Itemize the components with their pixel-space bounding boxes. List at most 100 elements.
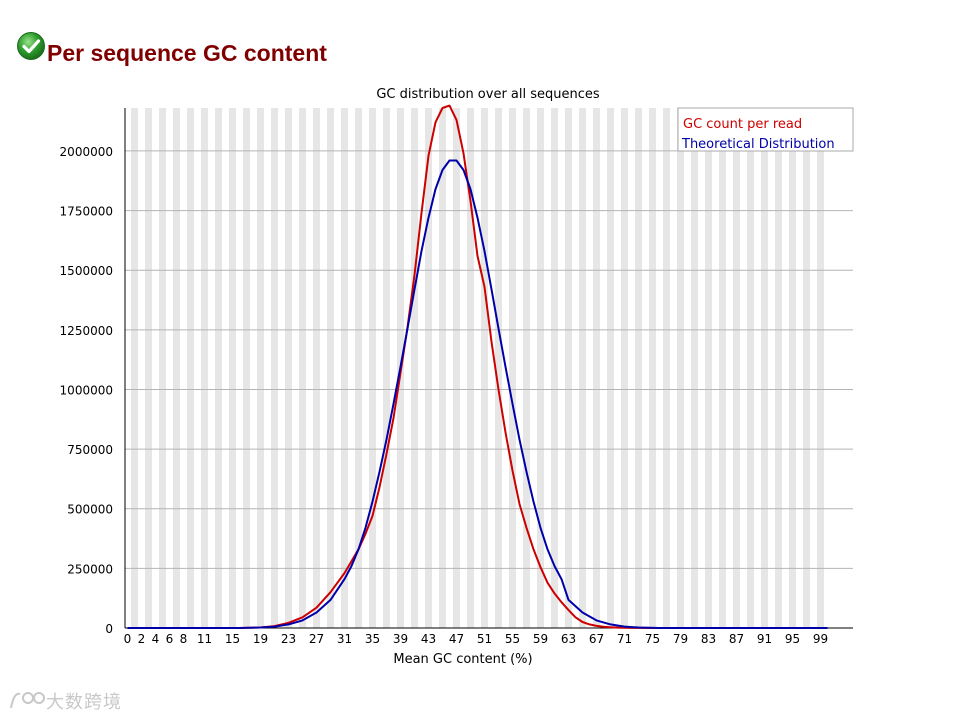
grid-band	[383, 108, 390, 628]
grid-band	[663, 108, 670, 628]
x-tick-label: 75	[645, 632, 660, 646]
x-tick-label: 87	[729, 632, 744, 646]
x-tick-label: 51	[477, 632, 492, 646]
x-tick-label: 4	[152, 632, 160, 646]
grid-band	[145, 108, 152, 628]
x-tick-label: 83	[701, 632, 716, 646]
x-tick-label: 43	[421, 632, 436, 646]
x-tick-label: 19	[253, 632, 268, 646]
legend-box	[677, 107, 854, 152]
grid-band	[327, 108, 334, 628]
grid-band	[607, 108, 614, 628]
alternating-bands	[131, 108, 824, 628]
x-tick-label: 55	[505, 632, 520, 646]
x-tick-label: 15	[225, 632, 240, 646]
legend-entry-theoretical: Theoretical Distribution	[681, 137, 835, 152]
x-tick-label: 39	[393, 632, 408, 646]
horizontal-gridlines	[125, 150, 853, 569]
legend-entry-gc-count: GC count per read	[683, 117, 802, 132]
x-tick-label: 67	[589, 632, 604, 646]
y-tick-label: 2000000	[60, 145, 113, 159]
grid-band	[229, 108, 236, 628]
grid-band	[537, 108, 544, 628]
grid-band	[299, 108, 306, 628]
y-tick-label: 1000000	[60, 383, 113, 397]
grid-band	[523, 108, 530, 628]
grid-band	[369, 108, 376, 628]
y-tick-label: 750000	[67, 443, 113, 457]
grid-band	[439, 108, 446, 628]
grid-band	[719, 108, 726, 628]
grid-band	[243, 108, 250, 628]
grid-band	[593, 108, 600, 628]
grid-band	[551, 108, 558, 628]
grid-band	[747, 108, 754, 628]
grid-band	[635, 108, 642, 628]
grid-band	[495, 108, 502, 628]
x-tick-label: 47	[449, 632, 464, 646]
grid-band	[691, 108, 698, 628]
grid-band	[733, 108, 740, 628]
x-tick-label: 11	[197, 632, 212, 646]
grid-band	[215, 108, 222, 628]
grid-band	[621, 108, 628, 628]
x-tick-label: 23	[281, 632, 296, 646]
grid-band	[803, 108, 810, 628]
x-axis-label: Mean GC content (%)	[393, 652, 532, 667]
grid-band	[565, 108, 572, 628]
grid-band	[131, 108, 138, 628]
y-tick-label: 250000	[67, 562, 113, 576]
grid-band	[509, 108, 516, 628]
grid-band	[775, 108, 782, 628]
grid-band	[467, 108, 474, 628]
grid-band	[705, 108, 712, 628]
x-tick-label: 2	[138, 632, 146, 646]
grid-band	[285, 108, 292, 628]
series-lines	[127, 104, 828, 629]
y-tick-label: 1500000	[60, 264, 113, 278]
grid-band	[313, 108, 320, 628]
grid-band	[481, 108, 488, 628]
x-tick-label: 99	[813, 632, 828, 646]
y-tick-label: 1250000	[60, 324, 113, 338]
grid-band	[677, 108, 684, 628]
x-tick-label: 79	[673, 632, 688, 646]
check-icon	[17, 32, 45, 60]
x-tick-label: 31	[337, 632, 352, 646]
grid-band	[173, 108, 180, 628]
y-tick-label: 500000	[67, 503, 113, 517]
x-tick-label: 6	[166, 632, 174, 646]
x-tick-labels: 0 2 4 6 8 11 15 19 23 27 31 35 39 43 47 51 55 59 63 67 71 75 7…	[124, 632, 828, 646]
watermark-text: 大数跨境	[46, 692, 122, 713]
grid-band	[817, 108, 824, 628]
grid-band	[453, 108, 460, 628]
y-tick-labels: 0 250000 500000 750000 1000000 1250000 1500000…	[60, 145, 113, 636]
grid-band	[425, 108, 432, 628]
watermark-logo	[10, 692, 45, 709]
x-tick-label: 59	[533, 632, 548, 646]
grid-band	[649, 108, 656, 628]
grid-band	[761, 108, 768, 628]
x-tick-label: 71	[617, 632, 632, 646]
grid-band	[355, 108, 362, 628]
grid-band	[201, 108, 208, 628]
series-line-theoretical	[127, 159, 828, 629]
x-tick-label: 27	[309, 632, 324, 646]
x-tick-label: 0	[124, 632, 132, 646]
grid-band	[187, 108, 194, 628]
grid-band	[271, 108, 278, 628]
page-title: Per sequence GC content	[47, 40, 327, 66]
y-tick-label: 0	[105, 622, 113, 636]
grid-band	[579, 108, 586, 628]
x-tick-label: 91	[757, 632, 772, 646]
x-tick-label: 95	[785, 632, 800, 646]
grid-band	[341, 108, 348, 628]
chart-title: GC distribution over all sequences	[376, 87, 600, 102]
grid-band	[411, 108, 418, 628]
x-tick-label: 35	[365, 632, 380, 646]
grid-band	[159, 108, 166, 628]
legend: GC count per read Theoretical Distributi…	[677, 107, 854, 152]
y-tick-label: 1750000	[60, 205, 113, 219]
x-tick-label: 63	[561, 632, 576, 646]
